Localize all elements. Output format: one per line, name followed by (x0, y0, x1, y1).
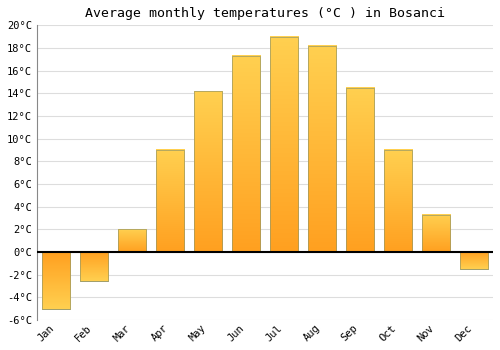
Title: Average monthly temperatures (°C ) in Bosanci: Average monthly temperatures (°C ) in Bo… (85, 7, 445, 20)
Bar (156, 150, 184, 252)
Bar (460, 252, 488, 269)
Bar (118, 229, 146, 252)
Bar (346, 88, 374, 252)
Bar (80, 252, 108, 281)
Bar (346, 88, 374, 252)
Bar (156, 150, 184, 252)
Bar (308, 46, 336, 252)
Bar (80, 252, 108, 281)
Bar (308, 46, 336, 252)
Bar (384, 150, 412, 252)
Bar (384, 150, 412, 252)
Bar (422, 215, 450, 252)
Bar (422, 215, 450, 252)
Bar (118, 229, 146, 252)
Bar (42, 252, 70, 309)
Bar (42, 252, 70, 309)
Bar (270, 37, 298, 252)
Bar (460, 252, 488, 269)
Bar (194, 91, 222, 252)
Bar (194, 91, 222, 252)
Bar (270, 37, 298, 252)
Bar (232, 56, 260, 252)
Bar (232, 56, 260, 252)
